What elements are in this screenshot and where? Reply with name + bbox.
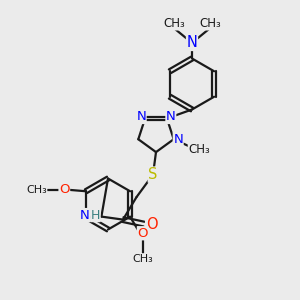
Text: N: N [80,208,90,222]
Text: CH₃: CH₃ [26,185,47,195]
Text: CH₃: CH₃ [163,17,185,30]
Text: S: S [148,167,158,182]
Text: N: N [166,110,176,124]
Text: CH₃: CH₃ [188,143,210,156]
Text: O: O [137,227,148,240]
Text: N: N [173,133,183,146]
Text: H: H [91,208,100,222]
Text: N: N [136,110,146,124]
Text: O: O [59,183,70,196]
Text: O: O [146,217,157,232]
Text: N: N [187,35,197,50]
Text: CH₃: CH₃ [199,17,221,30]
Text: CH₃: CH₃ [132,254,153,264]
